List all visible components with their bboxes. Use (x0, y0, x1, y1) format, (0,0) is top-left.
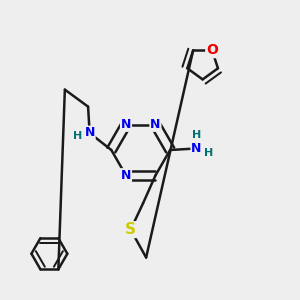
Text: H: H (204, 148, 213, 158)
Text: O: O (206, 43, 218, 57)
Text: N: N (150, 118, 161, 131)
Text: N: N (121, 118, 131, 131)
Text: N: N (121, 169, 131, 182)
Text: H: H (73, 131, 82, 141)
Text: S: S (125, 222, 136, 237)
Text: H: H (192, 130, 201, 140)
Text: N: N (84, 127, 95, 140)
Text: N: N (191, 142, 202, 155)
